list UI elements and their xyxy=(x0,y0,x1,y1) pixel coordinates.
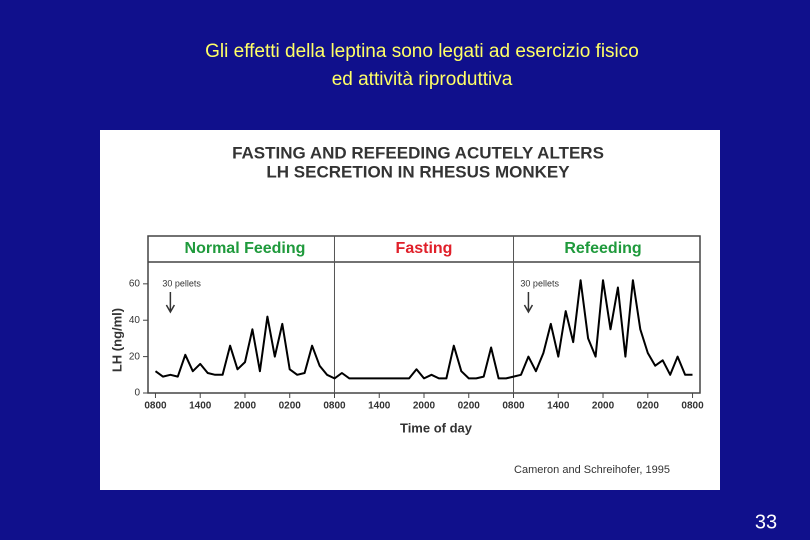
annotation-arrow xyxy=(523,292,534,314)
x-tick-label: 0200 xyxy=(279,401,302,412)
phase-label: Normal Feeding xyxy=(185,240,306,257)
y-tick-label: 60 xyxy=(129,278,141,289)
x-tick-label: 1400 xyxy=(547,401,570,412)
y-tick-label: 0 xyxy=(134,388,140,399)
x-axis-label: Time of day xyxy=(400,420,473,435)
chart-title: FASTING AND REFEEDING ACUTELY ALTERS xyxy=(232,143,604,162)
annotation-arrow xyxy=(165,292,176,314)
y-axis-label: LH (ng/ml) xyxy=(109,308,124,372)
x-tick-label: 0200 xyxy=(458,401,481,412)
chart-title: LH SECRETION IN RHESUS MONKEY xyxy=(266,162,570,181)
x-tick-label: 2000 xyxy=(234,401,257,412)
phase-label: Refeeding xyxy=(564,240,641,257)
phase-label: Fasting xyxy=(396,240,453,257)
x-tick-label: 1400 xyxy=(189,401,212,412)
x-tick-label: 2000 xyxy=(413,401,436,412)
page-number: 33 xyxy=(755,511,777,533)
annotation: 30 pellets xyxy=(520,278,559,288)
y-tick-label: 40 xyxy=(129,315,141,326)
slide-title: Gli effetti della leptina sono legati ad… xyxy=(205,41,639,62)
annotation: 30 pellets xyxy=(162,278,201,288)
data-line xyxy=(154,279,693,380)
y-tick-label: 20 xyxy=(129,351,141,362)
x-tick-label: 0800 xyxy=(681,401,704,412)
x-tick-label: 1400 xyxy=(368,401,391,412)
citation: Cameron and Schreihofer, 1995 xyxy=(514,464,670,476)
slide-title: ed attività riproduttiva xyxy=(332,69,513,90)
x-tick-label: 0800 xyxy=(323,401,346,412)
x-tick-label: 2000 xyxy=(592,401,615,412)
x-tick-label: 0800 xyxy=(144,401,167,412)
x-tick-label: 0200 xyxy=(637,401,660,412)
figure-panel xyxy=(100,130,720,490)
x-tick-label: 0800 xyxy=(502,401,525,412)
